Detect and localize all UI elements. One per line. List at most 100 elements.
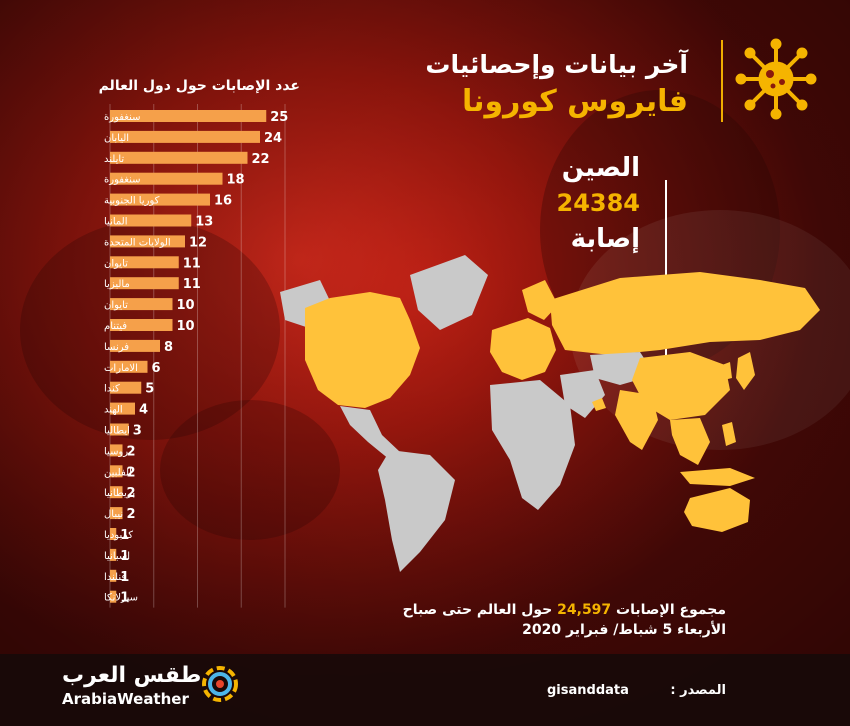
map-central-america	[340, 406, 400, 460]
brand-name-english: ArabiaWeather	[62, 690, 189, 708]
bar-7	[110, 256, 179, 269]
bar-category-label-1: اليابان	[104, 133, 129, 144]
bar-value-label-23: 1	[120, 591, 129, 606]
bar-3	[110, 172, 223, 185]
bar-value-label-21: 1	[120, 549, 129, 564]
bar-category-label-11: فرنسا	[104, 342, 129, 353]
map-scandinavia	[522, 280, 558, 320]
bar-13	[110, 381, 142, 394]
bar-category-label-14: الهند	[104, 405, 123, 416]
total-line1: مجموع الإصابات 24,597 حول العالم حتى صبا…	[403, 600, 726, 620]
headline-line1: آخر بيانات وإحصائيات	[425, 50, 688, 79]
bar-15	[110, 423, 129, 436]
map-korea	[722, 362, 732, 380]
total-line2: الأربعاء 5 شباط/ فبراير 2020	[522, 622, 726, 638]
bar-21	[110, 548, 117, 561]
bar-value-label-13: 5	[145, 382, 154, 397]
china-cases: 24384	[556, 189, 641, 217]
bar-20	[110, 528, 117, 540]
bar-9	[110, 298, 173, 311]
map-south-america	[378, 450, 455, 572]
bar-category-label-21: اسبانيا	[104, 551, 130, 562]
bar-category-label-6: الولايات المتحدة	[104, 237, 171, 248]
map-philippines	[722, 422, 736, 446]
bar-18	[110, 486, 123, 499]
bar-category-label-18: بريطانيا	[104, 488, 135, 499]
bar-value-label-10: 10	[177, 319, 195, 334]
bar-category-label-23: سيرلانكا	[104, 593, 138, 604]
bar-category-label-22: فنلندا	[104, 572, 126, 583]
china-unit: إصابة	[570, 224, 640, 254]
bar-17	[110, 465, 123, 478]
bar-value-label-12: 6	[152, 361, 161, 376]
bar-category-label-3: سنغفورة	[104, 175, 141, 186]
bar-value-label-6: 12	[189, 235, 207, 250]
bar-category-label-5: المانيا	[104, 217, 128, 228]
bar-value-label-16: 2	[127, 444, 136, 459]
headline-divider	[721, 40, 723, 122]
footer-bar	[0, 654, 850, 726]
bar-12	[110, 360, 148, 373]
bar-category-label-0: سنغفورة	[104, 112, 141, 123]
bar-value-label-19: 2	[127, 507, 136, 522]
bar-value-label-20: 1	[120, 528, 129, 543]
bar-value-label-22: 1	[120, 570, 129, 585]
bar-value-label-15: 3	[133, 424, 142, 439]
bar-16	[110, 444, 123, 457]
bar-value-label-11: 8	[164, 340, 173, 355]
map-russia	[550, 272, 820, 355]
headline-line2: فايروس كورونا	[461, 84, 688, 119]
bar-value-label-4: 16	[214, 194, 232, 209]
map-china	[632, 352, 730, 420]
bar-5	[110, 214, 192, 227]
map-africa	[490, 380, 575, 510]
bar-category-label-8: ماليزيا	[104, 279, 130, 290]
china-name: الصين	[561, 153, 640, 183]
bar-value-label-0: 25	[270, 110, 288, 125]
bar-23	[110, 590, 117, 603]
bar-4	[110, 193, 210, 206]
bar-14	[110, 402, 135, 415]
source-value: gisanddata	[547, 683, 629, 698]
bar-value-label-17: 2	[127, 465, 136, 480]
bar-0	[110, 110, 267, 122]
bar-11	[110, 339, 160, 352]
map-japan	[736, 352, 755, 390]
bar-value-label-2: 22	[252, 152, 270, 167]
bar-1	[110, 130, 260, 143]
bar-value-label-9: 10	[177, 298, 195, 313]
bar-category-label-12: الامارات	[104, 363, 138, 374]
bar-category-label-16: روسيا	[104, 446, 128, 457]
headline: آخر بيانات وإحصائيات فايروس كورونا	[425, 48, 688, 122]
bar-6	[110, 235, 185, 248]
total-prefix: مجموع الإصابات	[616, 602, 726, 618]
china-highlight: الصين 24384 إصابة	[557, 150, 641, 258]
bar-8	[110, 277, 179, 290]
map-middle-east	[560, 370, 605, 418]
brand-name-arabic: طقس العرب	[62, 663, 202, 688]
total-suffix: حول العالم حتى صباح	[402, 602, 553, 618]
total-value: 24,597	[557, 602, 612, 618]
source-label: المصدر :	[670, 683, 726, 698]
bar-22	[110, 569, 117, 582]
bar-value-label-8: 11	[183, 277, 201, 292]
map-australia	[684, 488, 750, 532]
map-north-america	[305, 292, 420, 408]
total-summary: مجموع الإصابات 24,597 حول العالم حتى صبا…	[403, 600, 726, 640]
bar-category-label-13: كندا	[104, 384, 120, 395]
virus-icon	[735, 38, 817, 120]
bar-category-label-7: تايوان	[104, 258, 128, 269]
bar-category-label-19: نيبال	[104, 509, 123, 520]
bar-value-label-1: 24	[264, 131, 282, 146]
bar-2	[110, 151, 248, 164]
bar-10	[110, 319, 173, 331]
map-india	[615, 390, 658, 450]
map-greenland	[410, 255, 488, 330]
map-se-asia	[670, 418, 710, 465]
arabiaweather-logo-icon	[202, 666, 238, 702]
bar-19	[110, 507, 123, 520]
bar-category-label-2: تايلند	[104, 154, 124, 165]
bar-category-label-20: كمبوديا	[104, 530, 133, 541]
